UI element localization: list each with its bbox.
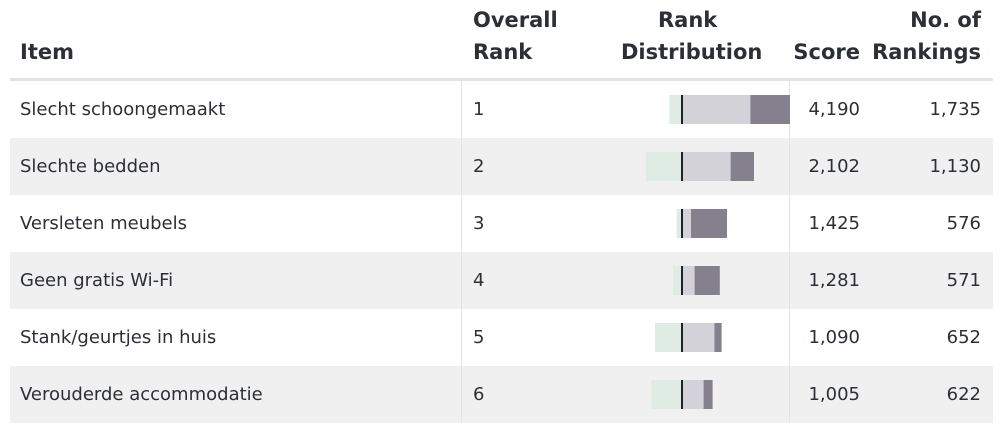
ranking-table: Item Overall Rank Rank Distribution Scor… <box>10 0 993 423</box>
rankings-count: 576 <box>946 213 981 234</box>
rankings-count: 622 <box>946 384 981 405</box>
rankings-count: 652 <box>946 327 981 348</box>
rankings-count: 1,735 <box>929 99 981 120</box>
median-marker <box>681 266 683 295</box>
table-body: Slecht schoongemaakt 1 4,190 1,735 Slech… <box>10 81 993 423</box>
rankings-count: 571 <box>946 270 981 291</box>
distribution-svg <box>676 209 727 238</box>
score: 1,425 <box>808 213 860 234</box>
score: 1,005 <box>808 384 860 405</box>
header-count-line2: Rankings <box>872 40 981 64</box>
score: 4,190 <box>808 99 860 120</box>
item-name: Verouderde accommodatie <box>20 384 263 405</box>
distribution-svg <box>646 152 754 181</box>
header-dist-line2: Distribution <box>621 40 763 64</box>
overall-rank: 4 <box>473 270 485 291</box>
column-divider <box>789 366 790 423</box>
column-divider <box>461 252 462 309</box>
overall-rank: 6 <box>473 384 485 405</box>
distribution-svg <box>651 380 713 409</box>
dist-segment-mid <box>682 380 704 409</box>
table-header: Item Overall Rank Rank Distribution Scor… <box>10 0 993 81</box>
dist-segment-dark <box>691 209 727 238</box>
rank-distribution <box>610 309 790 366</box>
dist-segment-dark <box>730 152 754 181</box>
header-item: Item <box>20 40 74 64</box>
rank-distribution <box>610 138 790 195</box>
item-name: Stank/geurtjes in huis <box>20 327 217 348</box>
dist-segment-mid <box>682 323 715 352</box>
header-dist-line1: Rank <box>658 8 718 32</box>
overall-rank: 5 <box>473 327 485 348</box>
dist-segment-mid <box>682 152 731 181</box>
header-rank: Rank <box>473 40 533 64</box>
rank-distribution <box>610 81 790 138</box>
score: 2,102 <box>808 156 860 177</box>
column-divider <box>789 309 790 366</box>
item-name: Versleten meubels <box>20 213 188 234</box>
column-divider <box>789 138 790 195</box>
distribution-svg <box>655 323 722 352</box>
table-row: Versleten meubels 3 1,425 576 <box>10 195 993 252</box>
rank-distribution <box>610 366 790 423</box>
score: 1,090 <box>808 327 860 348</box>
distribution-svg <box>673 266 720 295</box>
median-marker <box>681 152 683 181</box>
column-divider <box>789 252 790 309</box>
item-name: Slechte bedden <box>20 156 161 177</box>
median-marker <box>681 95 683 124</box>
dist-segment-light <box>673 266 682 295</box>
table-row: Stank/geurtjes in huis 5 1,090 652 <box>10 309 993 366</box>
overall-rank: 1 <box>473 99 485 120</box>
item-name: Geen gratis Wi-Fi <box>20 270 174 291</box>
header-score: Score <box>793 40 860 64</box>
median-marker <box>681 380 683 409</box>
header-count-line1: No. of <box>910 8 981 32</box>
column-divider <box>461 81 462 138</box>
item-name: Slecht schoongemaakt <box>20 99 226 120</box>
dist-segment-dark <box>694 266 720 295</box>
table-row: Verouderde accommodatie 6 1,005 622 <box>10 366 993 423</box>
overall-rank: 3 <box>473 213 485 234</box>
dist-segment-mid <box>682 209 691 238</box>
column-divider <box>461 309 462 366</box>
dist-segment-dark <box>750 95 790 124</box>
table-row: Slechte bedden 2 2,102 1,130 <box>10 138 993 195</box>
rank-distribution <box>610 252 790 309</box>
column-divider <box>461 195 462 252</box>
distribution-svg <box>669 95 790 124</box>
rankings-count: 1,130 <box>929 156 981 177</box>
column-divider <box>461 138 462 195</box>
rank-distribution <box>610 195 790 252</box>
dist-segment-light <box>651 380 682 409</box>
dist-segment-light <box>646 152 682 181</box>
dist-segment-light <box>676 209 682 238</box>
dist-segment-light <box>669 95 682 124</box>
table-row: Geen gratis Wi-Fi 4 1,281 571 <box>10 252 993 309</box>
median-marker <box>681 209 683 238</box>
table-row: Slecht schoongemaakt 1 4,190 1,735 <box>10 81 993 138</box>
column-divider <box>461 366 462 423</box>
dist-segment-dark <box>703 380 713 409</box>
overall-rank: 2 <box>473 156 485 177</box>
header-overall: Overall <box>473 8 558 32</box>
score: 1,281 <box>808 270 860 291</box>
dist-segment-light <box>655 323 682 352</box>
dist-segment-dark <box>714 323 722 352</box>
dist-segment-mid <box>682 266 695 295</box>
dist-segment-mid <box>682 95 751 124</box>
median-marker <box>681 323 683 352</box>
column-divider <box>789 195 790 252</box>
